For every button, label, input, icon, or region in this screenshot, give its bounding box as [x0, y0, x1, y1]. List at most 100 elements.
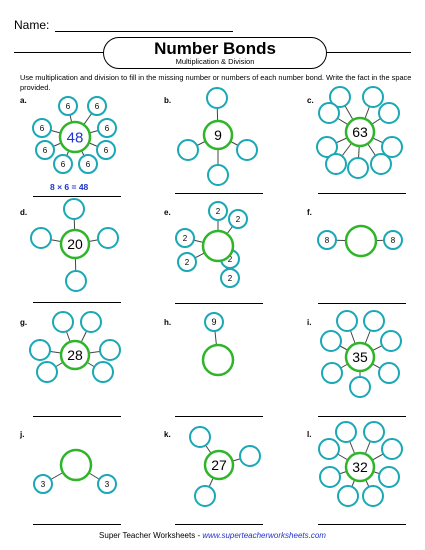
part-circle[interactable]	[370, 153, 392, 175]
part-circle[interactable]	[97, 227, 119, 249]
part-circle[interactable]	[78, 154, 98, 174]
answer-line[interactable]	[175, 524, 263, 525]
center-circle[interactable]	[344, 341, 376, 373]
part-circle[interactable]	[99, 339, 121, 361]
center-circle[interactable]	[344, 224, 378, 258]
answer-line[interactable]	[318, 303, 406, 304]
part-circle[interactable]	[29, 339, 51, 361]
part-circle[interactable]	[381, 438, 403, 460]
answer-line[interactable]	[33, 196, 121, 197]
answer-line[interactable]	[33, 416, 121, 417]
center-circle[interactable]	[203, 449, 235, 481]
part-circle[interactable]	[220, 268, 240, 288]
part-circle[interactable]	[363, 310, 385, 332]
part-circle[interactable]	[97, 474, 117, 494]
center-value: 27	[211, 457, 227, 473]
part-circle[interactable]	[317, 230, 337, 250]
part-circle[interactable]	[378, 362, 400, 384]
answer-line[interactable]	[175, 416, 263, 417]
problem-label: i.	[307, 318, 312, 327]
part-circle[interactable]	[58, 96, 78, 116]
center-circle[interactable]	[59, 448, 93, 482]
part-circle[interactable]	[30, 227, 52, 249]
part-circle[interactable]	[177, 139, 199, 161]
center-circle[interactable]	[59, 228, 91, 260]
part-circle[interactable]	[175, 228, 195, 248]
part-circle[interactable]	[329, 86, 351, 108]
part-circle[interactable]	[349, 376, 371, 398]
part-circle[interactable]	[52, 311, 74, 333]
part-circle[interactable]	[208, 201, 228, 221]
part-circle[interactable]	[35, 140, 55, 160]
part-circle[interactable]	[362, 485, 384, 507]
part-value: 2	[183, 234, 188, 243]
part-circle[interactable]	[63, 198, 85, 220]
part-circle[interactable]	[239, 445, 261, 467]
part-circle[interactable]	[87, 96, 107, 116]
part-circle[interactable]	[383, 230, 403, 250]
part-circle[interactable]	[316, 136, 338, 158]
part-value: 3	[41, 480, 46, 489]
part-circle[interactable]	[80, 311, 102, 333]
part-circle[interactable]	[92, 361, 114, 383]
part-circle[interactable]	[363, 421, 385, 443]
part-circle[interactable]	[33, 474, 53, 494]
part-circle[interactable]	[335, 421, 357, 443]
part-circle[interactable]	[347, 157, 369, 179]
answer-line[interactable]	[318, 416, 406, 417]
part-circle[interactable]	[378, 466, 400, 488]
part-circle[interactable]	[381, 136, 403, 158]
part-circle[interactable]	[32, 118, 52, 138]
part-circle[interactable]	[362, 86, 384, 108]
part-circle[interactable]	[194, 485, 216, 507]
part-circle[interactable]	[378, 102, 400, 124]
part-circle[interactable]	[36, 361, 58, 383]
answer-line[interactable]	[318, 193, 406, 194]
answer-line[interactable]	[33, 302, 121, 303]
center-circle[interactable]	[201, 343, 235, 377]
part-circle[interactable]	[65, 270, 87, 292]
part-circle[interactable]	[337, 485, 359, 507]
center-circle[interactable]	[344, 451, 376, 483]
part-circle[interactable]	[96, 140, 116, 160]
problem-label: j.	[20, 430, 25, 439]
center-circle[interactable]	[58, 120, 92, 154]
problem-label: c.	[307, 96, 314, 105]
footer-url[interactable]: www.superteacherworksheets.com	[202, 531, 326, 540]
answer-line[interactable]	[318, 524, 406, 525]
center-circle[interactable]	[344, 116, 376, 148]
center-circle[interactable]	[201, 229, 235, 263]
part-circle[interactable]	[177, 252, 197, 272]
part-circle[interactable]	[228, 209, 248, 229]
answer-line[interactable]	[175, 303, 263, 304]
part-circle[interactable]	[97, 118, 117, 138]
part-circle[interactable]	[319, 466, 341, 488]
part-circle[interactable]	[204, 312, 224, 332]
part-circle[interactable]	[380, 330, 402, 352]
part-circle[interactable]	[206, 87, 228, 109]
part-circle[interactable]	[318, 438, 340, 460]
name-line[interactable]	[55, 31, 233, 32]
part-circle[interactable]	[236, 139, 258, 161]
part-circle[interactable]	[325, 153, 347, 175]
part-circle[interactable]	[320, 330, 342, 352]
answer-line[interactable]	[33, 524, 121, 525]
part-circle[interactable]	[336, 310, 358, 332]
part-circle[interactable]	[189, 426, 211, 448]
part-circle[interactable]	[53, 154, 73, 174]
center-value: 35	[352, 349, 368, 365]
title-box	[103, 37, 327, 69]
problem-label: h.	[164, 318, 172, 327]
center-circle[interactable]	[202, 119, 234, 151]
part-value: 8	[325, 236, 330, 245]
part-circle[interactable]	[321, 362, 343, 384]
center-circle[interactable]	[59, 339, 91, 371]
answer-line[interactable]	[175, 193, 263, 194]
part-circle[interactable]	[318, 102, 340, 124]
part-circle[interactable]	[207, 164, 229, 186]
